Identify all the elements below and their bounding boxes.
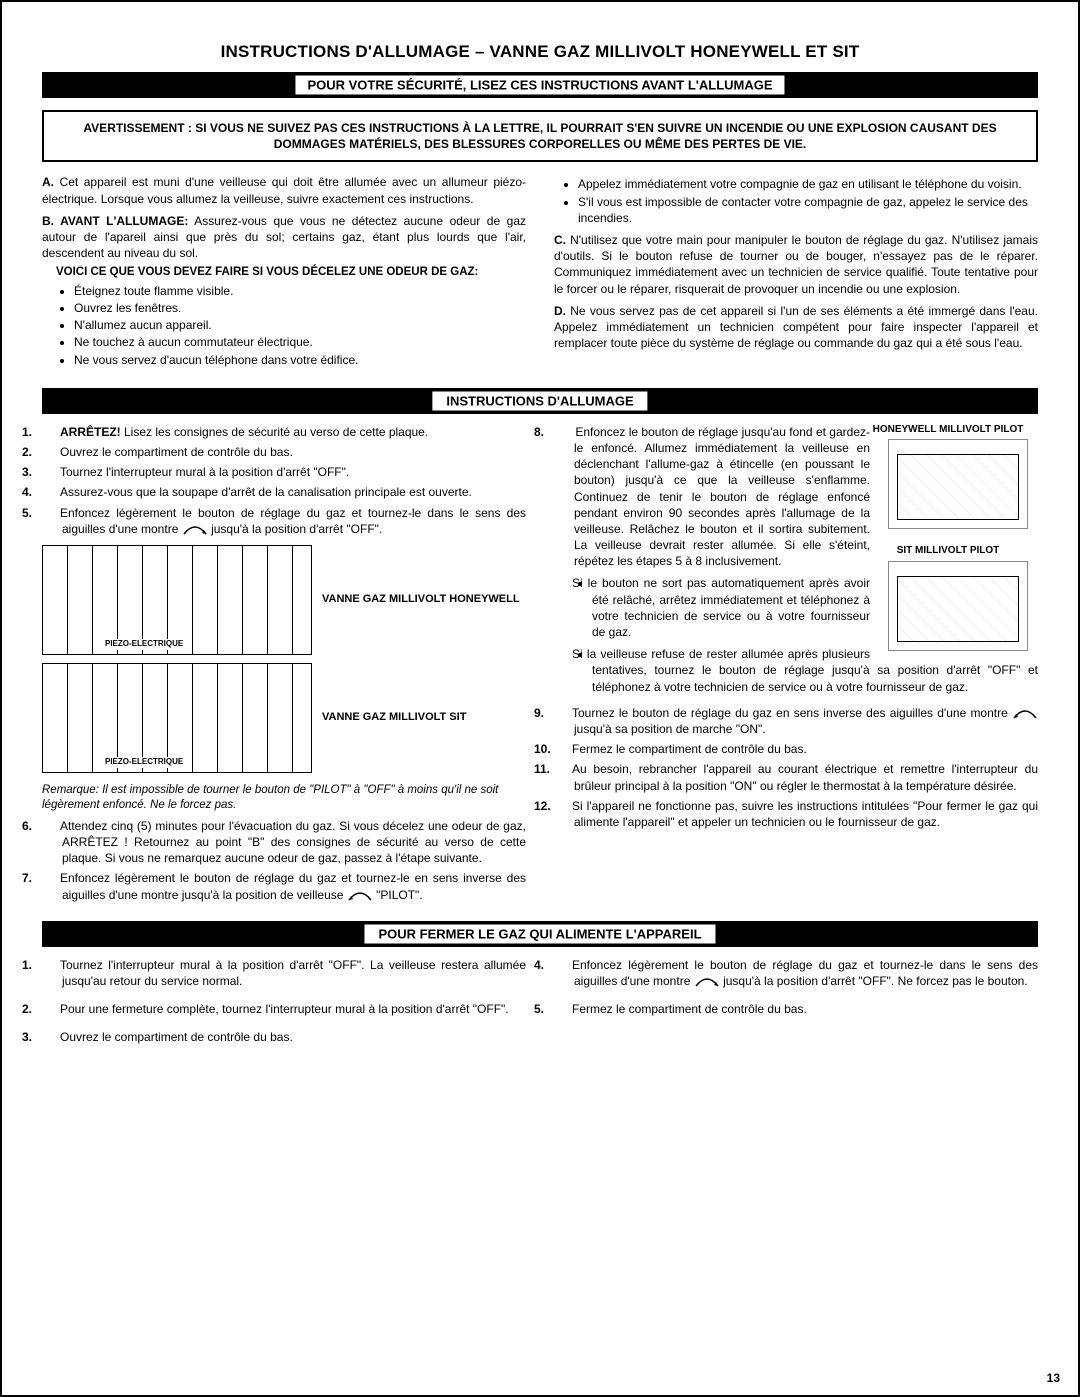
- ccw-arrow-icon: [1012, 708, 1038, 720]
- step-5: 5.Enfoncez légèrement le bouton de régla…: [42, 505, 526, 537]
- step-8: 8. HONEYWELL MILLIVOLT PILOT SIT MILLIVO…: [554, 424, 1038, 701]
- list-item: Ouvrez les fenêtres.: [74, 300, 526, 316]
- step-3: 3.Tournez l'interrupteur mural à la posi…: [42, 464, 526, 480]
- remarque-note: Remarque: Il est impossible de tourner l…: [42, 783, 526, 814]
- shutoff-header-bar: POUR FERMER LE GAZ QUI ALIMENTE L'APPARE…: [42, 921, 1038, 947]
- lighting-columns: 1.ARRÊTEZ! Lisez les consignes de sécuri…: [42, 424, 1038, 907]
- valve-diagram: [42, 545, 312, 655]
- pilot-figures: HONEYWELL MILLIVOLT PILOT SIT MILLIVOLT …: [878, 424, 1038, 653]
- shutoff-col-left: 1.Tournez l'interrupteur mural à la posi…: [42, 957, 526, 1050]
- list-item: Appelez immédiatement votre compagnie de…: [578, 176, 1038, 192]
- shutoff-step-4: 4.Enfoncez légèrement le bouton de régla…: [554, 957, 1038, 989]
- step-1: 1.ARRÊTEZ! Lisez les consignes de sécuri…: [42, 424, 526, 440]
- figure-honeywell-valve: VANNE GAZ MILLIVOLT HONEYWELL: [42, 545, 526, 655]
- lighting-col-right: 8. HONEYWELL MILLIVOLT PILOT SIT MILLIVO…: [554, 424, 1038, 907]
- step-2: 2.Ouvrez le compartiment de contrôle du …: [42, 444, 526, 460]
- safety-header-label: POUR VOTRE SÉCURITÉ, LISEZ CES INSTRUCTI…: [295, 76, 784, 95]
- shutoff-header-label: POUR FERMER LE GAZ QUI ALIMENTE L'APPARE…: [364, 924, 715, 943]
- shutoff-step-3: 3.Ouvrez le compartiment de contrôle du …: [42, 1029, 526, 1045]
- lighting-header-label: INSTRUCTIONS D'ALLUMAGE: [432, 391, 647, 410]
- step-11: 11.Au besoin, rebrancher l'appareil au c…: [554, 761, 1038, 793]
- lighting-col-left: 1.ARRÊTEZ! Lisez les consignes de sécuri…: [42, 424, 526, 907]
- safety-item-c: C. N'utilisez que votre main pour manipu…: [554, 232, 1038, 297]
- figure-label: VANNE GAZ MILLIVOLT HONEYWELL: [322, 593, 520, 607]
- shutoff-step-1: 1.Tournez l'interrupteur mural à la posi…: [42, 957, 526, 989]
- step-6: 6.Attendez cinq (5) minutes pour l'évacu…: [42, 818, 526, 867]
- shutoff-col-right: 4.Enfoncez légèrement le bouton de régla…: [554, 957, 1038, 1050]
- pilot-diagram: [888, 561, 1028, 651]
- shutoff-step-5: 5.Fermez le compartiment de contrôle du …: [554, 1001, 1038, 1017]
- safety-columns: A. Cet appareil est muni d'une veilleuse…: [42, 174, 1038, 373]
- cw-arrow-icon: [182, 524, 208, 536]
- safety-col-right: Appelez immédiatement votre compagnie de…: [554, 174, 1038, 373]
- ccw-arrow-icon: [347, 890, 373, 902]
- safety-col-left: A. Cet appareil est muni d'une veilleuse…: [42, 174, 526, 373]
- lighting-header-bar: INSTRUCTIONS D'ALLUMAGE: [42, 388, 1038, 414]
- list-item: Ne touchez à aucun commutateur électriqu…: [74, 334, 526, 350]
- page-title: INSTRUCTIONS D'ALLUMAGE – VANNE GAZ MILL…: [42, 42, 1038, 62]
- list-item: N'allumez aucun appareil.: [74, 317, 526, 333]
- safety-header-bar: POUR VOTRE SÉCURITÉ, LISEZ CES INSTRUCTI…: [42, 72, 1038, 98]
- list-item: Éteignez toute flamme visible.: [74, 283, 526, 299]
- page-number: 13: [1047, 1371, 1060, 1385]
- step-12: 12.Si l'appareil ne fonctionne pas, suiv…: [554, 798, 1038, 830]
- cw-arrow-icon: [694, 976, 720, 988]
- warning-box: AVERTISSEMENT : SI VOUS NE SUIVEZ PAS CE…: [42, 110, 1038, 162]
- list-item: Ne vous servez d'aucun téléphone dans vo…: [74, 352, 526, 368]
- pilot-label-honeywell: HONEYWELL MILLIVOLT PILOT: [878, 424, 1038, 436]
- figure-sit-valve: VANNE GAZ MILLIVOLT SIT: [42, 663, 526, 773]
- pilot-label-sit: SIT MILLIVOLT PILOT: [878, 545, 1038, 557]
- step-10: 10.Fermez le compartiment de contrôle du…: [554, 741, 1038, 757]
- figure-label: VANNE GAZ MILLIVOLT SIT: [322, 711, 466, 725]
- valve-diagram: [42, 663, 312, 773]
- safety-item-a: A. Cet appareil est muni d'une veilleuse…: [42, 174, 526, 206]
- step-9: 9.Tournez le bouton de réglage du gaz en…: [554, 705, 1038, 737]
- shutoff-columns: 1.Tournez l'interrupteur mural à la posi…: [42, 957, 1038, 1050]
- list-item: S'il vous est impossible de contacter vo…: [578, 194, 1038, 226]
- step-4: 4.Assurez-vous que la soupape d'arrêt de…: [42, 484, 526, 500]
- page: INSTRUCTIONS D'ALLUMAGE – VANNE GAZ MILL…: [0, 0, 1080, 1397]
- safety-item-b: B. AVANT L'ALLUMAGE: Assurez-vous que vo…: [42, 213, 526, 368]
- safety-b-list-cont: Appelez immédiatement votre compagnie de…: [554, 176, 1038, 226]
- safety-b-subhead: VOICI CE QUE VOUS DEVEZ FAIRE SI VOUS DÉ…: [56, 265, 526, 281]
- step-7: 7.Enfoncez légèrement le bouton de régla…: [42, 870, 526, 902]
- list-item: Si la veilleuse refuse de rester allumée…: [592, 646, 1038, 695]
- shutoff-step-2: 2.Pour une fermeture complète, tournez l…: [42, 1001, 526, 1017]
- pilot-diagram: [888, 439, 1028, 529]
- safety-item-d: D. Ne vous servez pas de cet appareil si…: [554, 303, 1038, 352]
- safety-b-list: Éteignez toute flamme visible. Ouvrez le…: [42, 283, 526, 368]
